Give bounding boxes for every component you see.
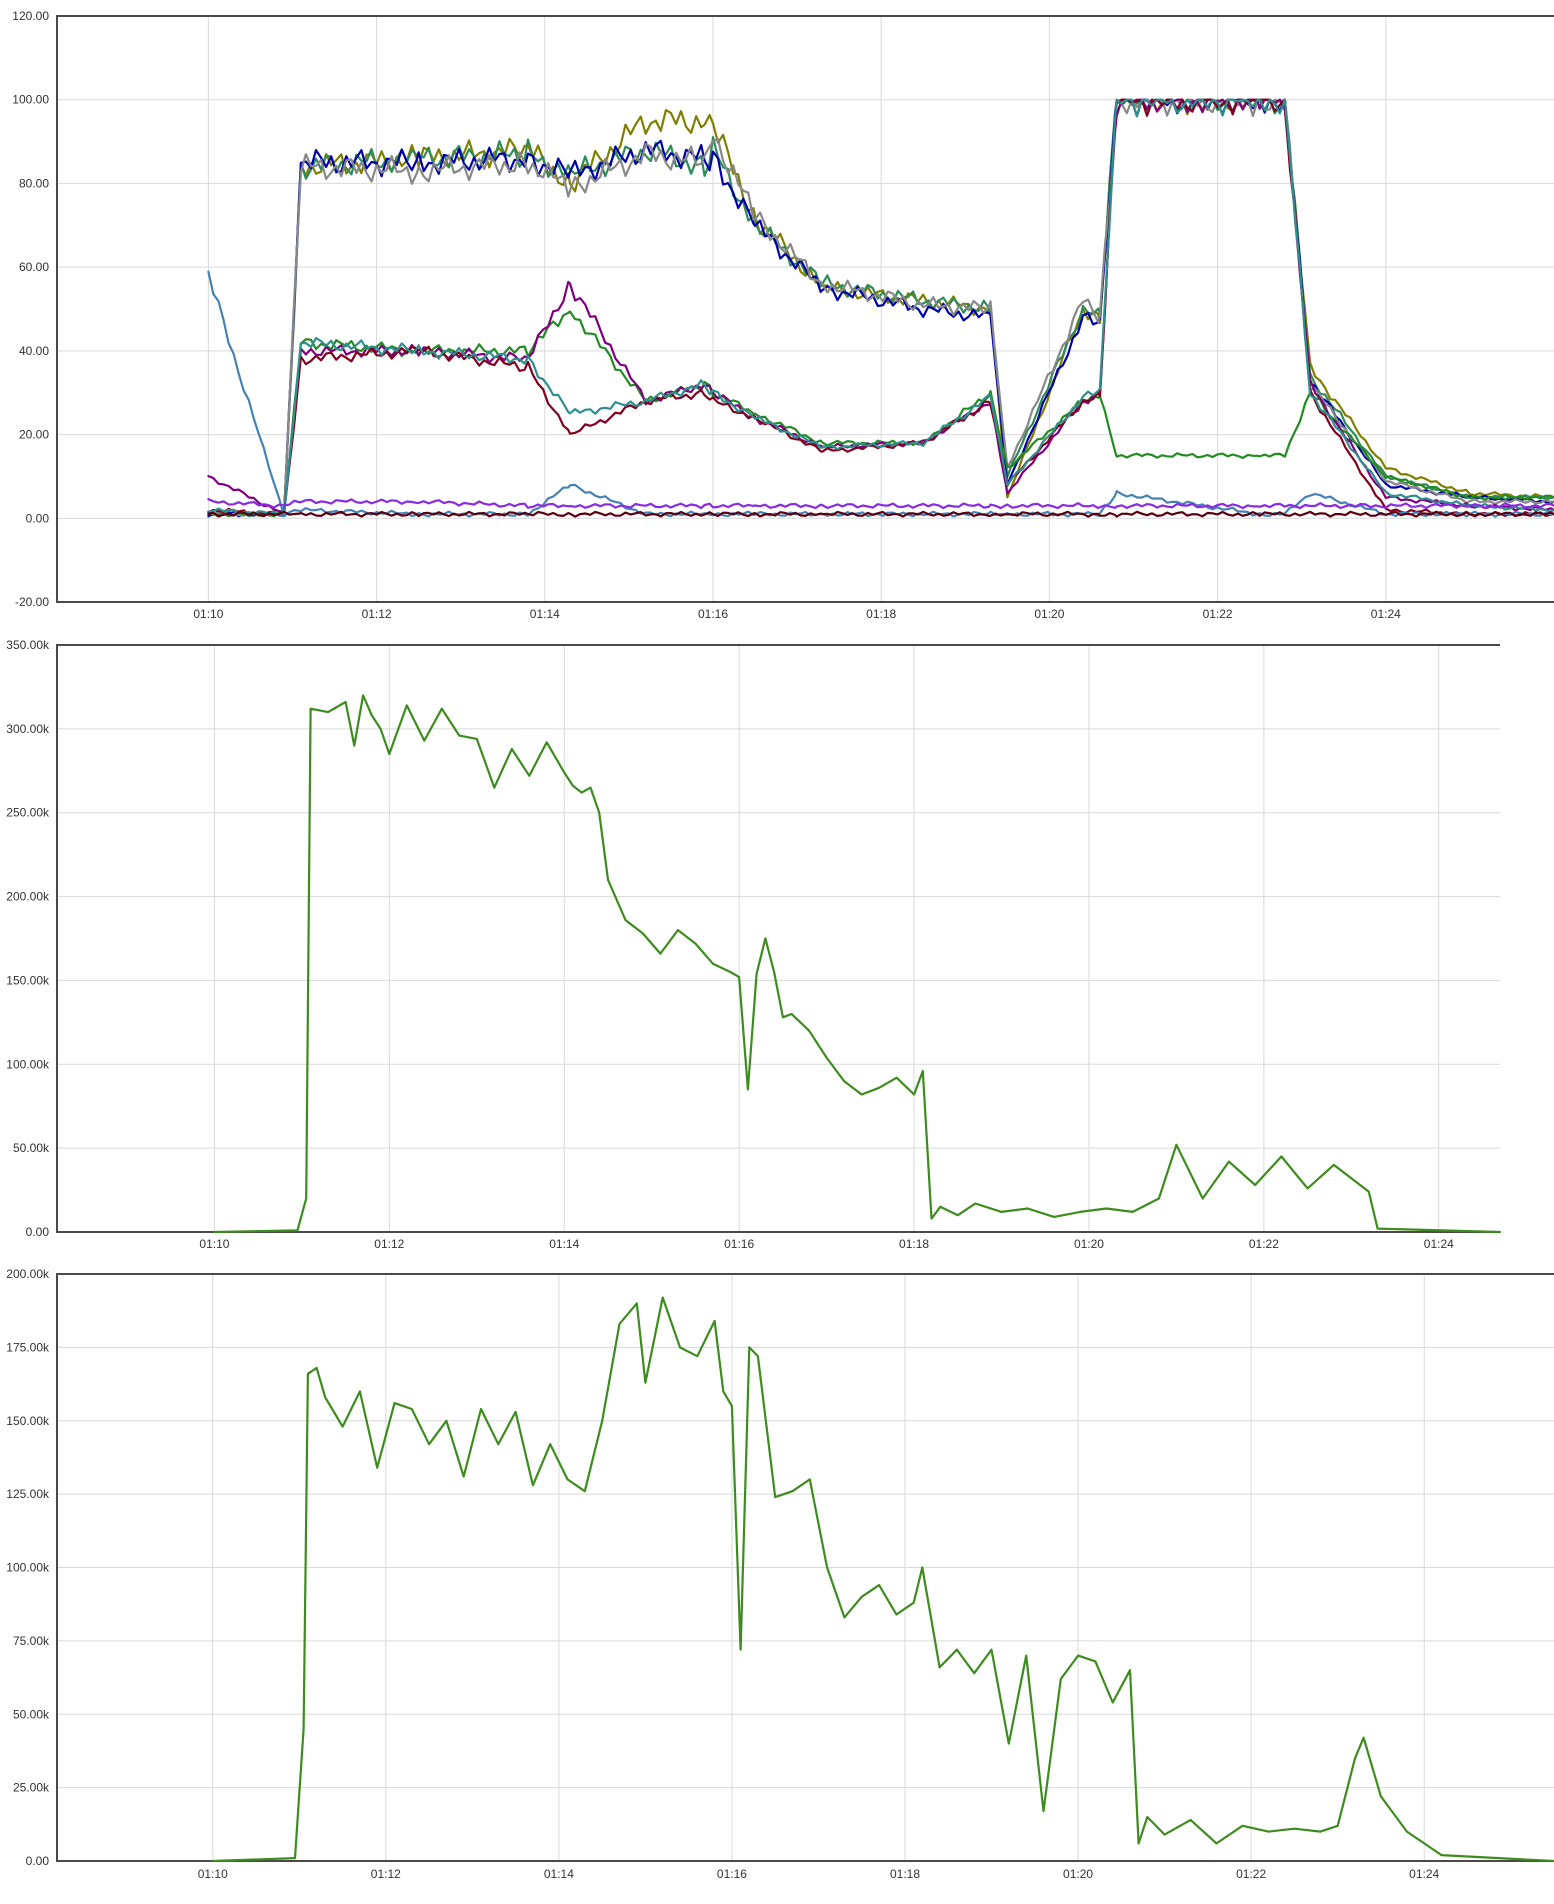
- x-tick-label: 01:10: [199, 1237, 229, 1251]
- y-tick-label: 120.00: [12, 9, 49, 23]
- y-tick-label: 150.00k: [6, 1414, 50, 1428]
- x-tick-label: 01:20: [1034, 607, 1064, 621]
- y-tick-label: 300.00k: [6, 722, 50, 736]
- x-tick-label: 01:16: [724, 1237, 754, 1251]
- x-tick-label: 01:18: [890, 1867, 920, 1881]
- series-line: [213, 694, 1502, 1234]
- x-tick-label: 01:20: [1063, 1867, 1093, 1881]
- y-tick-label: 150.00k: [6, 973, 50, 987]
- x-tick-label: 01:22: [1203, 607, 1233, 621]
- y-tick-label: 40.00: [19, 344, 49, 358]
- x-tick-label: 01:18: [899, 1237, 929, 1251]
- x-tick-label: 01:24: [1424, 1237, 1454, 1251]
- y-tick-label: 75.00k: [13, 1634, 50, 1648]
- x-tick-label: 01:14: [544, 1867, 574, 1881]
- y-tick-label: 0.00: [26, 511, 50, 525]
- y-tick-label: 20.00: [19, 428, 49, 442]
- plot-frame: [56, 15, 1554, 603]
- y-tick-label: 100.00k: [6, 1561, 50, 1575]
- x-tick-label: 01:14: [549, 1237, 579, 1251]
- series-line: [207, 98, 1554, 518]
- y-tick-label: 0.00: [26, 1854, 50, 1868]
- x-tick-label: 01:16: [717, 1867, 747, 1881]
- y-tick-label: 250.00k: [6, 806, 50, 820]
- y-tick-label: 50.00k: [13, 1707, 50, 1721]
- chart-cpu-utilization: 120.00 100.00 80.00 60.00 40.00 20.00 0.00 -20.…: [12, 9, 1554, 621]
- y-tick-label: 100.00k: [6, 1057, 50, 1071]
- x-tick-label: 01:10: [198, 1867, 228, 1881]
- x-tick-label: 01:12: [362, 607, 392, 621]
- chart-throughput-1: 350.00k 300.00k 250.00k 200.00k 150.00k 100.0…: [6, 638, 1502, 1251]
- series-line: [207, 98, 1554, 518]
- y-tick-label: 200.00k: [6, 890, 50, 904]
- y-tick-label: 100.00: [12, 93, 49, 107]
- x-tick-label: 01:20: [1074, 1237, 1104, 1251]
- plot-frame: [56, 1273, 1554, 1862]
- x-tick-label: 01:22: [1236, 1867, 1266, 1881]
- x-tick-label: 01:24: [1371, 607, 1401, 621]
- series-line: [207, 498, 1554, 510]
- x-tick-label: 01:12: [374, 1237, 404, 1251]
- series-line: [207, 510, 1554, 518]
- y-tick-label: 350.00k: [6, 638, 50, 652]
- y-tick-label: 0.00: [26, 1225, 50, 1239]
- y-tick-label: 125.00k: [6, 1487, 50, 1501]
- y-tick-label: -20.00: [15, 595, 49, 609]
- y-tick-label: 25.00k: [13, 1781, 50, 1795]
- y-tick-label: 80.00: [19, 176, 49, 190]
- y-tick-label: 50.00k: [13, 1141, 50, 1155]
- x-tick-label: 01:12: [371, 1867, 401, 1881]
- x-tick-label: 01:16: [698, 607, 728, 621]
- chart-throughput-2: 200.00k 175.00k 150.00k 125.00k 100.00k 75.00…: [6, 1267, 1554, 1881]
- plot-frame: [56, 644, 1500, 1233]
- x-tick-label: 01:14: [530, 607, 560, 621]
- x-tick-label: 01:24: [1409, 1867, 1439, 1881]
- x-tick-label: 01:18: [866, 607, 896, 621]
- x-tick-label: 01:22: [1249, 1237, 1279, 1251]
- x-tick-label: 01:10: [193, 607, 223, 621]
- y-tick-label: 60.00: [19, 260, 49, 274]
- y-tick-label: 200.00k: [6, 1267, 50, 1281]
- series-line: [211, 1296, 1554, 1863]
- y-tick-label: 175.00k: [6, 1340, 50, 1354]
